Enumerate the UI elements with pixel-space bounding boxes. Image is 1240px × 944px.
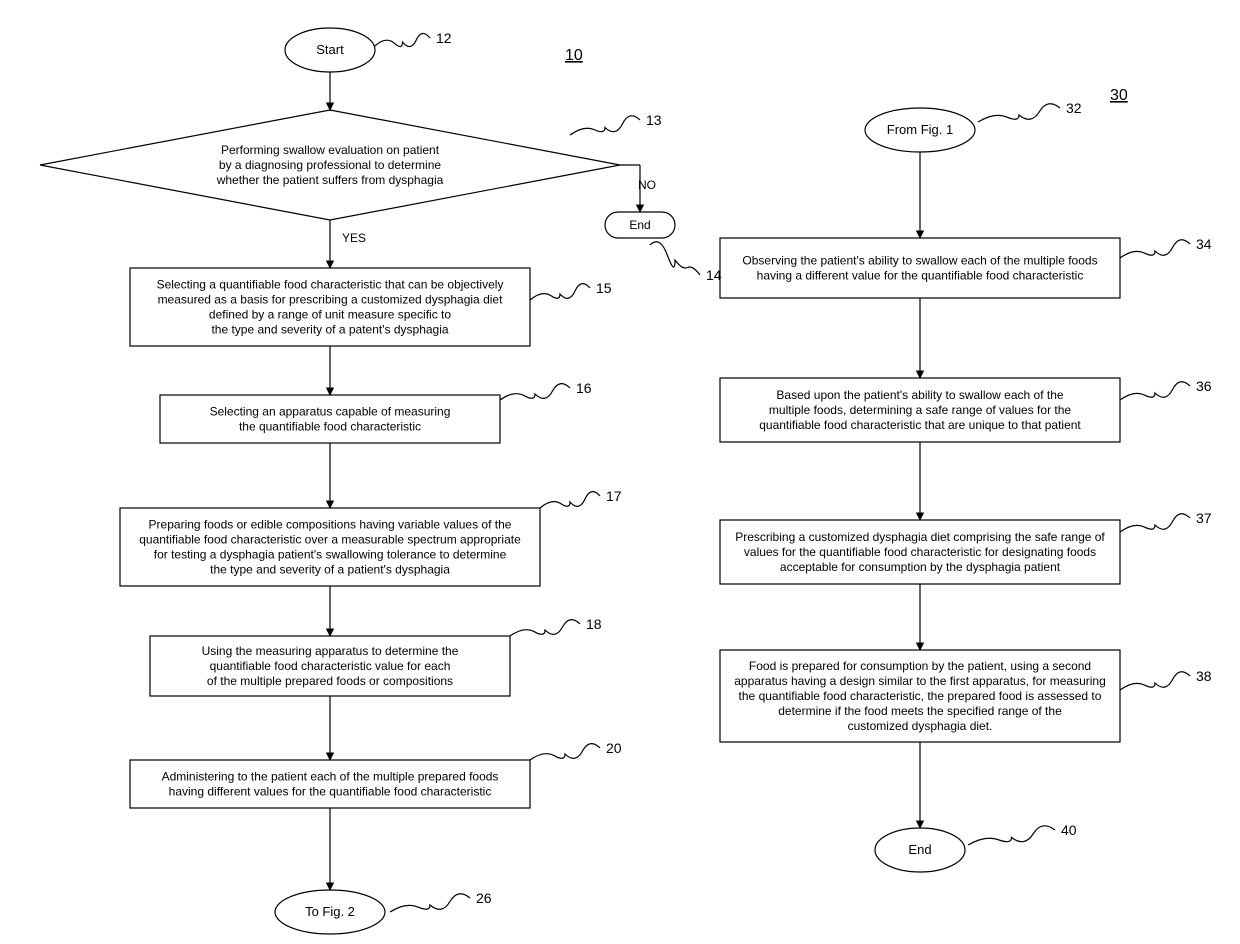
reference-number: 18 — [586, 616, 602, 632]
leader-squiggle — [530, 284, 590, 300]
branch-label-no: NO — [638, 178, 656, 192]
figure-number: 30 — [1110, 87, 1128, 104]
leader-squiggle — [500, 384, 570, 400]
leader-squiggle — [968, 826, 1055, 845]
reference-number: 13 — [646, 112, 662, 128]
leader-squiggle — [1120, 672, 1190, 690]
reference-number: 40 — [1061, 822, 1077, 838]
reference-number: 34 — [1196, 236, 1212, 252]
process-text: Food is prepared for consumption by the … — [734, 659, 1106, 733]
decision-text: Performing swallow evaluation on patient… — [216, 143, 444, 187]
reference-number: 17 — [606, 488, 622, 504]
leader-squiggle — [390, 894, 470, 912]
leader-squiggle — [1120, 514, 1190, 532]
terminator-label: End — [629, 218, 650, 232]
reference-number: 16 — [576, 380, 592, 396]
figure-number: 10 — [565, 47, 583, 64]
reference-number: 15 — [596, 280, 612, 296]
process-text: Selecting an apparatus capable of measur… — [210, 405, 451, 434]
flowchart-canvas: 10 30 Start 12 Performing swallow evaluation… — [0, 0, 1240, 944]
leader-squiggle — [1120, 382, 1190, 400]
reference-number: 20 — [606, 740, 622, 756]
terminator-label: End — [908, 842, 931, 857]
reference-number: 38 — [1196, 668, 1212, 684]
leader-squiggle — [540, 492, 600, 508]
terminator-label: Start — [316, 42, 344, 57]
leader-squiggle — [978, 104, 1060, 122]
process-text: Observing the patient's ability to swall… — [742, 254, 1097, 283]
leader-squiggle — [1120, 240, 1190, 258]
process-text: Prescribing a customized dysphagia diet … — [735, 530, 1105, 574]
branch-label-yes: YES — [342, 231, 366, 245]
reference-number: 37 — [1196, 510, 1212, 526]
leader-squiggle — [570, 116, 640, 135]
leader-squiggle — [375, 33, 430, 46]
process-text: Administering to the patient each of the… — [162, 770, 499, 799]
process-text: Selecting a quantifiable food characteri… — [157, 278, 504, 337]
leader-squiggle — [510, 620, 580, 636]
process-text: Using the measuring apparatus to determi… — [202, 644, 459, 688]
process-text: Preparing foods or edible compositions h… — [139, 518, 521, 577]
terminator-label: From Fig. 1 — [887, 122, 953, 137]
reference-number: 32 — [1066, 100, 1082, 116]
leader-squiggle — [650, 242, 700, 275]
reference-number: 12 — [436, 30, 452, 46]
reference-number: 26 — [476, 890, 492, 906]
process-text: Based upon the patient's ability to swal… — [759, 388, 1081, 432]
terminator-label: To Fig. 2 — [305, 904, 355, 919]
leader-squiggle — [530, 744, 600, 760]
reference-number: 36 — [1196, 378, 1212, 394]
